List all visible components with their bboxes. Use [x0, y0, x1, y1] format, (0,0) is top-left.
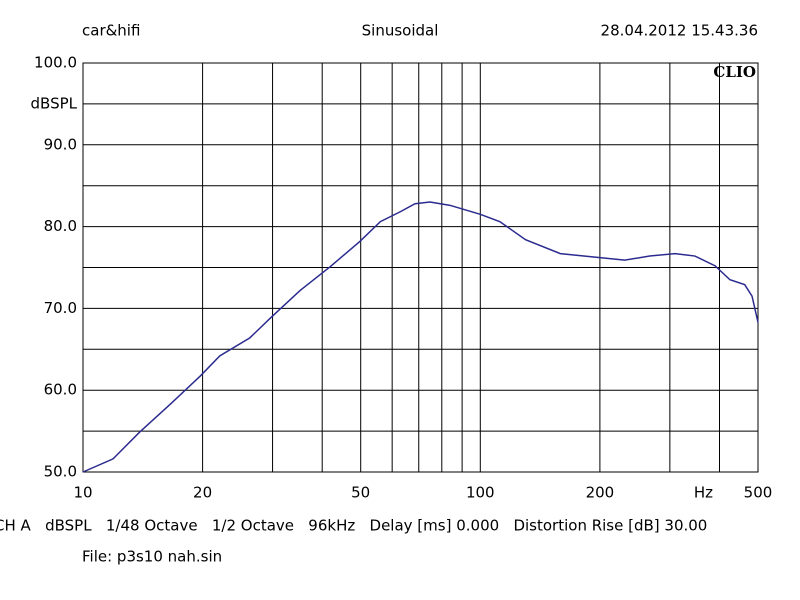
y-tick-label: 50.0 — [44, 463, 77, 481]
y-tick-label: 70.0 — [44, 299, 77, 317]
x-tick-label: 100 — [466, 484, 495, 502]
y-tick-label: 100.0 — [34, 54, 77, 72]
x-tick-label: 20 — [193, 484, 212, 502]
x-tick-label: 200 — [586, 484, 615, 502]
footer: CH A dBSPL 1/48 Octave 1/2 Octave 96kHz … — [0, 517, 707, 535]
x-tick-label: 500 — [744, 484, 773, 502]
file-name: File: p3s10 nah.sin — [82, 548, 222, 566]
y-tick-label: 80.0 — [44, 217, 77, 235]
response-curve — [82, 201, 759, 473]
header-right: 28.04.2012 15.43.36 — [601, 22, 758, 40]
brand: CLIO — [713, 63, 756, 81]
x-tick-label: 50 — [351, 484, 370, 502]
header-center: Sinusoidal — [362, 22, 439, 40]
x-tick-label: 10 — [73, 484, 92, 502]
y-axis-label: dBSPL — [31, 95, 78, 113]
x-tick-label: Hz — [694, 484, 713, 502]
y-tick-label: 90.0 — [44, 135, 77, 153]
header-left: car&hifi — [82, 22, 140, 40]
y-tick-label: 60.0 — [44, 381, 77, 399]
